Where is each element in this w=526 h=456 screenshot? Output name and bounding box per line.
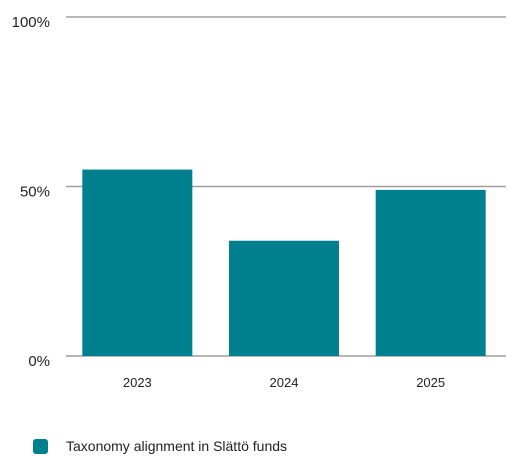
bar-chart: 0% 50% 100% 2023 2024 2025 [12,14,506,390]
bar-2024 [229,240,339,356]
y-tick-label: 0% [28,353,50,370]
x-tick-label: 2024 [270,375,299,390]
bar-2023 [82,169,193,356]
legend-swatch [33,438,48,454]
y-tick-label: 50% [20,184,50,201]
bar-2025 [375,189,486,356]
legend: Taxonomy alignment in Slättö funds [33,438,287,454]
x-tick-label: 2023 [123,375,152,390]
y-tick-label: 100% [12,14,50,31]
x-tick-label: 2025 [416,375,445,390]
legend-label: Taxonomy alignment in Slättö funds [66,438,288,454]
